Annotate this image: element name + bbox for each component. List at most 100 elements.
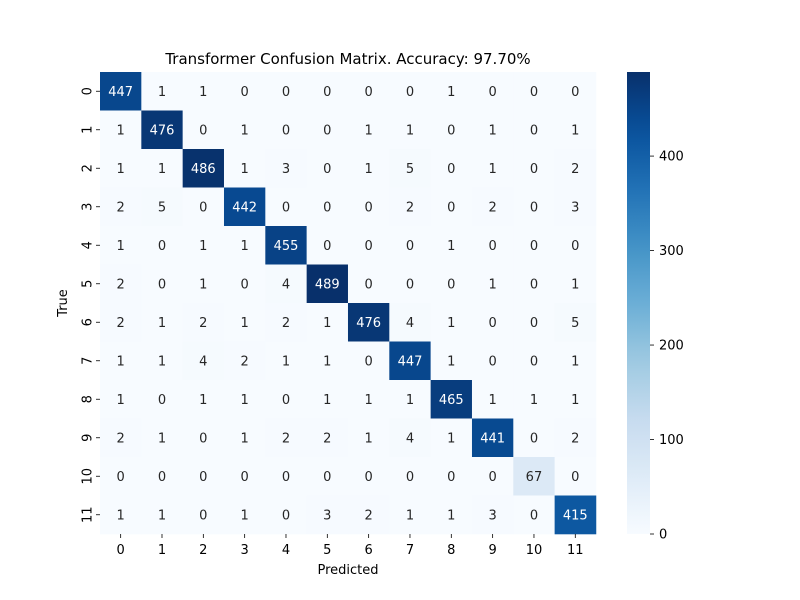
heatmap-cell — [389, 380, 431, 419]
heatmap-cell — [100, 380, 142, 419]
cell-value-label: 0 — [530, 316, 538, 331]
heatmap-cell — [100, 187, 142, 227]
cell-value-label: 0 — [282, 200, 290, 215]
cell-value-label: 3 — [571, 200, 579, 215]
cell-value-label: 1 — [447, 316, 455, 331]
cell-value-label: 1 — [199, 393, 207, 408]
cell-value-label: 1 — [117, 508, 125, 523]
cell-value-label: 1 — [199, 277, 207, 292]
cell-value-label: 1 — [241, 239, 249, 254]
heatmap-cell — [306, 187, 349, 227]
cell-value-label: 0 — [158, 470, 166, 485]
heatmap-cell — [141, 418, 183, 458]
heatmap-cell — [182, 341, 225, 381]
heatmap-cell — [223, 187, 266, 227]
heatmap-cell — [389, 264, 431, 304]
cell-value-label: 1 — [447, 354, 455, 369]
cell-value-label: 1 — [447, 508, 455, 523]
heatmap-cell — [471, 264, 514, 304]
heatmap-cell — [306, 149, 349, 188]
cell-value-label: 1 — [199, 239, 207, 254]
heatmap-cell — [141, 341, 183, 381]
cell-value-label: 1 — [447, 431, 455, 446]
cell-value-label: 1 — [241, 162, 249, 177]
cell-value-label: 1 — [406, 393, 414, 408]
cell-value-label: 2 — [241, 354, 249, 369]
y-tick-label: 7 — [81, 357, 96, 365]
heatmap-cell — [182, 380, 225, 419]
heatmap-cell — [471, 110, 514, 150]
heatmap-cell — [554, 149, 597, 188]
cell-value-label: 476 — [356, 316, 381, 331]
colorbar-tick-label: 200 — [659, 339, 684, 354]
cell-value-label: 0 — [530, 508, 538, 523]
heatmap-cell — [306, 457, 349, 496]
cell-value-label: 1 — [488, 123, 496, 138]
cell-value-label: 2 — [365, 508, 373, 523]
heatmap-cell — [265, 226, 307, 265]
cell-value-label: 1 — [158, 508, 166, 523]
cell-value-label: 1 — [365, 162, 373, 177]
heatmap-cell — [265, 72, 307, 111]
x-tick-label: 0 — [117, 543, 125, 558]
heatmap-cell — [223, 418, 266, 458]
heatmap-cell — [265, 495, 307, 535]
cell-value-label: 1 — [282, 354, 290, 369]
cell-value-label: 1 — [406, 123, 414, 138]
cell-value-label: 0 — [158, 277, 166, 292]
x-tick-label: 4 — [282, 543, 290, 558]
x-tick-label: 9 — [488, 543, 496, 558]
heatmap-cell — [347, 495, 390, 535]
cell-value-label: 0 — [365, 470, 373, 485]
heatmap-cell — [554, 72, 597, 111]
heatmap-cell — [389, 187, 431, 227]
cell-value-label: 1 — [488, 162, 496, 177]
heatmap-cell — [554, 110, 597, 150]
heatmap-cell — [513, 149, 555, 188]
cell-value-label: 2 — [117, 200, 125, 215]
heatmap-cell — [513, 495, 555, 535]
cell-value-label: 0 — [571, 239, 579, 254]
heatmap-cell — [513, 72, 555, 111]
heatmap-cell — [471, 418, 514, 458]
heatmap-cell — [306, 495, 349, 535]
cell-value-label: 0 — [447, 470, 455, 485]
cell-value-label: 1 — [571, 277, 579, 292]
heatmap-cell — [182, 418, 225, 458]
heatmap-cell — [430, 187, 473, 227]
heatmap-cell — [471, 72, 514, 111]
cell-value-label: 1 — [117, 162, 125, 177]
cell-value-label: 1 — [323, 354, 331, 369]
cell-value-label: 0 — [323, 85, 331, 100]
x-tick-label: 8 — [447, 543, 455, 558]
cell-value-label: 2 — [406, 200, 414, 215]
heatmap-cell — [554, 187, 597, 227]
heatmap-cell — [100, 72, 142, 111]
heatmap-cell — [306, 418, 349, 458]
cell-value-label: 1 — [241, 431, 249, 446]
heatmap-cell — [306, 226, 349, 265]
heatmap-cell — [430, 418, 473, 458]
cell-value-label: 0 — [530, 239, 538, 254]
cell-value-label: 0 — [488, 354, 496, 369]
x-axis-ticks: 0 1 2 3 4 5 6 7 8 9 10 11 — [117, 534, 584, 558]
x-tick-label: 2 — [199, 543, 207, 558]
cell-value-label: 1 — [323, 393, 331, 408]
x-tick-label: 5 — [323, 543, 331, 558]
cell-value-label: 0 — [365, 200, 373, 215]
heatmap-cell — [223, 341, 266, 381]
heatmap-cell — [265, 264, 307, 304]
heatmap-cell — [554, 380, 597, 419]
x-tick-label: 11 — [567, 543, 584, 558]
heatmap-cell — [141, 380, 183, 419]
heatmap-cell — [430, 72, 473, 111]
cell-value-label: 0 — [365, 277, 373, 292]
heatmap-cell — [513, 341, 555, 381]
cell-value-label: 0 — [530, 162, 538, 177]
cell-value-label: 1 — [447, 85, 455, 100]
cell-value-label: 0 — [447, 162, 455, 177]
cell-value-label: 0 — [530, 431, 538, 446]
heatmap-cell — [265, 149, 307, 188]
cell-value-label: 0 — [447, 200, 455, 215]
heatmap-cell — [100, 149, 142, 188]
